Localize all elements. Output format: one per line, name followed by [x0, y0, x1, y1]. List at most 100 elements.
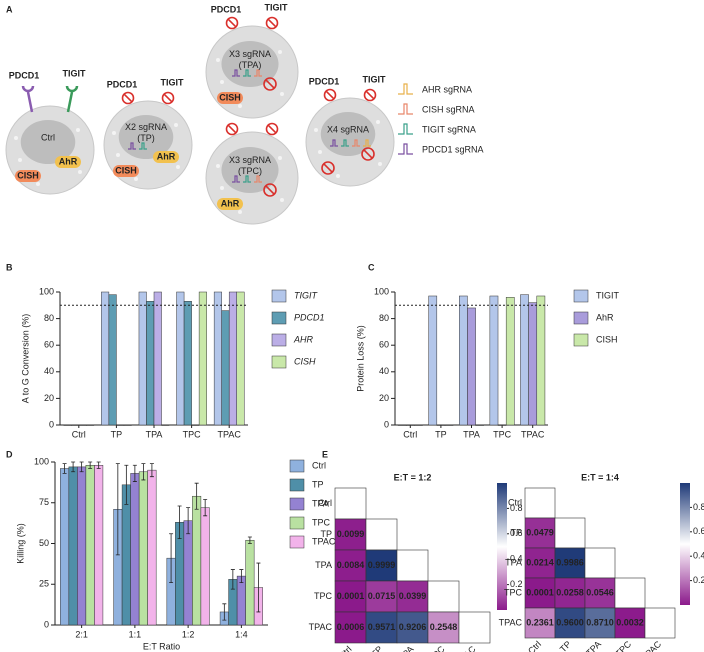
knockout-symbol: [121, 91, 135, 105]
colorbar-tick-label: 0.4: [510, 554, 523, 564]
cell: X3 sgRNA(TPC) AhR: [205, 122, 299, 225]
knockout-symbol: [227, 18, 237, 28]
error-bar: [203, 499, 208, 517]
colorbar-tick-label: 0.6: [510, 528, 523, 538]
bar: [397, 424, 407, 426]
nucleus: [221, 41, 279, 87]
bar: [116, 424, 125, 426]
empty-cell: [334, 487, 367, 520]
heatmap-cell: [554, 577, 586, 609]
cell-label: Ctrl: [41, 132, 55, 142]
legend-label: Ctrl: [312, 460, 326, 470]
knockout-symbol: [265, 185, 275, 195]
cell: X3 sgRNA(TPA) CISH PDCD1 TIGIT: [205, 2, 299, 119]
bar-chart: C 0 20 40 60 80 100 Protein Loss (%) Ctrl TP TPA TP…: [355, 262, 619, 439]
protein: [55, 156, 81, 168]
row-label: TPC: [504, 587, 523, 597]
error-bar: [124, 464, 129, 505]
empty-cell: [396, 549, 429, 582]
legend-label: CISH: [294, 356, 316, 366]
column-label: TP: [558, 639, 573, 652]
column-label: Ctrl: [337, 644, 354, 652]
knockout-symbol: [323, 88, 337, 102]
legend-label: TPC: [312, 517, 331, 527]
vesicle: [280, 198, 284, 202]
bar: [459, 295, 468, 426]
legend-label: TIGIT: [596, 290, 619, 300]
protein-label: CISH: [219, 92, 241, 102]
panel-label: A: [6, 4, 13, 14]
knockout-symbol: [325, 90, 335, 100]
y-tick-label: 60: [44, 340, 54, 350]
heatmap-cell: [334, 611, 367, 644]
knockout-symbol: [227, 124, 237, 134]
bar: [236, 575, 246, 626]
bar: [520, 294, 529, 426]
bar: [489, 295, 499, 426]
row-label: TP: [510, 527, 522, 537]
column-label: TPC: [427, 644, 447, 652]
column-label: TPAC: [454, 644, 478, 652]
cell-value-label: 0.0399: [399, 591, 427, 601]
sgrna-trace: [341, 139, 349, 147]
heatmap-title: E:T = 1:2: [394, 472, 432, 482]
cell-value-label: 0.0258: [556, 587, 584, 597]
bar: [436, 424, 446, 426]
legend-label: TIGIT: [294, 290, 318, 300]
cell-value-label: 0.0546: [586, 587, 614, 597]
protein: [217, 198, 243, 210]
panel-label: E: [322, 449, 328, 459]
knockout-symbol: [163, 93, 173, 103]
bar: [146, 301, 155, 426]
bar: [191, 424, 200, 426]
receptor-label: TIGIT: [63, 68, 86, 78]
error-bar: [239, 569, 244, 584]
legend-swatch: [289, 497, 305, 511]
panel-label: D: [6, 449, 13, 459]
sgrna-trace: [243, 69, 251, 77]
knockout-symbol: [363, 149, 373, 159]
bar: [68, 466, 78, 626]
row-label: TPAC: [309, 622, 333, 632]
colorbar-tick-label: 0.6: [693, 526, 704, 536]
error-bar: [149, 463, 154, 478]
bar: [77, 466, 87, 626]
bar: [245, 539, 255, 626]
y-tick-label: 0: [49, 419, 54, 429]
cell-value-label: 0.2548: [430, 622, 458, 632]
empty-cell: [458, 611, 491, 644]
knockout-symbol: [225, 122, 239, 136]
cell-value-label: 0.0715: [368, 591, 396, 601]
y-tick-label: 100: [374, 286, 389, 296]
cell-value-label: 0.9999: [368, 560, 396, 570]
cell-value-label: 0.0006: [337, 622, 365, 632]
bar: [108, 294, 117, 426]
x-axis-label: E:T Ratio: [143, 641, 180, 651]
x-tick-label: Ctrl: [72, 429, 86, 439]
bar: [60, 468, 70, 626]
heatmap: E E:T = 1:2 0.0099 0.0084 0.9999 0.0001 0.0715…: [309, 449, 523, 652]
y-axis-label: Protein Loss (%): [355, 325, 365, 392]
legend-swatch: [271, 333, 287, 347]
bar: [147, 469, 157, 626]
bar: [63, 424, 72, 426]
cell-label: (TPC): [238, 166, 262, 176]
cell-label: X4 sgRNA: [327, 124, 369, 134]
sgrna-trace: [232, 69, 240, 77]
knockout-symbol: [267, 124, 277, 134]
cell-label: X3 sgRNA: [229, 155, 271, 165]
x-tick-label: TPC: [183, 429, 202, 439]
legend-swatch: [271, 289, 287, 303]
protein-label: AhR: [221, 198, 240, 208]
bar: [121, 484, 131, 626]
nucleus: [20, 120, 76, 164]
legend-swatch: [573, 311, 589, 325]
sgrna-trace: [128, 142, 136, 150]
bar: [467, 307, 476, 426]
legend-swatch: [573, 333, 589, 347]
vesicle: [18, 158, 22, 162]
vesicle: [318, 150, 322, 154]
legend-swatch: [271, 311, 287, 325]
y-tick-label: 50: [39, 538, 49, 548]
vesicle: [36, 182, 40, 186]
